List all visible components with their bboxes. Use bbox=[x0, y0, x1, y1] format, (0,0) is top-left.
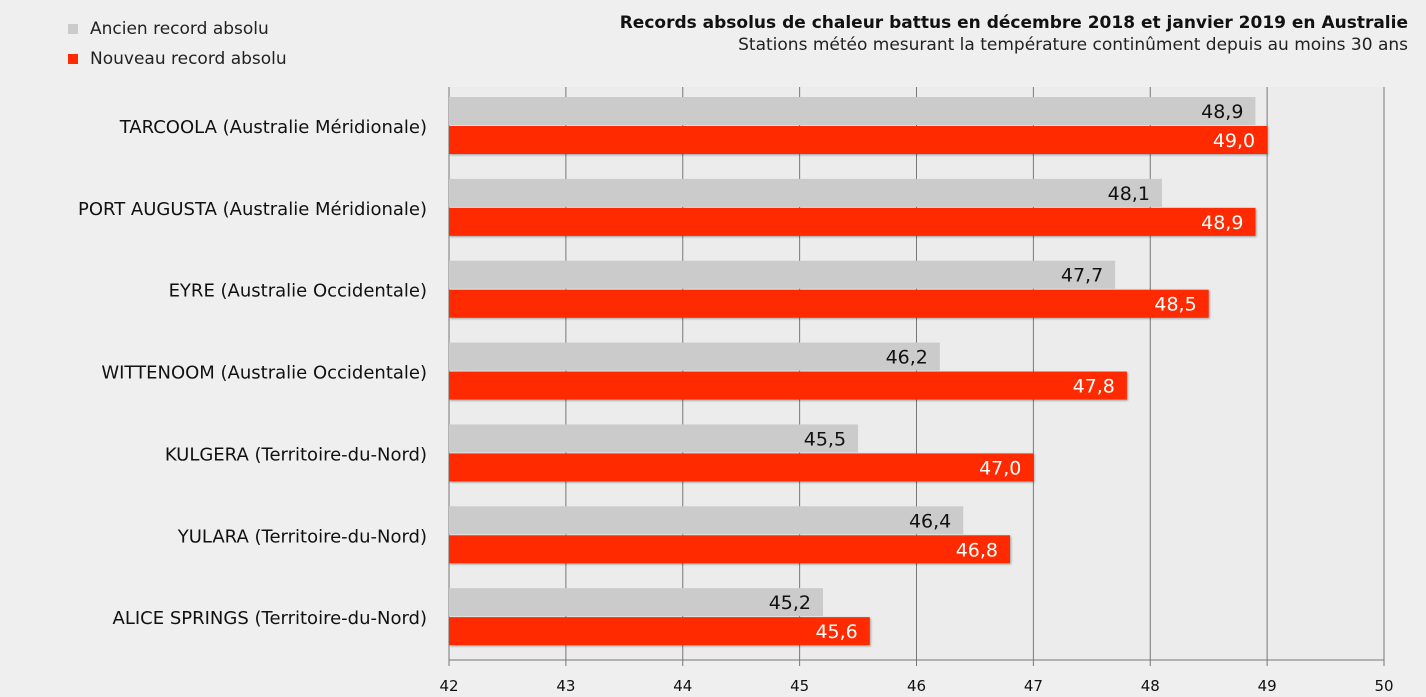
data-label-old: 48,9 bbox=[1201, 101, 1243, 123]
bar-new bbox=[449, 617, 870, 646]
category-label: KULGERA (Territoire-du-Nord) bbox=[165, 444, 427, 465]
bar-old bbox=[449, 260, 1116, 289]
data-label-old: 47,7 bbox=[1061, 265, 1103, 287]
data-label-old: 46,4 bbox=[909, 510, 951, 532]
legend-swatch-new bbox=[68, 54, 78, 64]
legend-swatch-old bbox=[68, 24, 78, 34]
x-tick-label: 45 bbox=[790, 677, 809, 695]
category-label: WITTENOOM (Australie Occidentale) bbox=[101, 363, 427, 384]
data-label-new: 48,9 bbox=[1201, 212, 1243, 234]
bar-old bbox=[449, 97, 1256, 125]
bar-new bbox=[449, 371, 1127, 400]
legend: Ancien record absolu Nouveau record abso… bbox=[68, 14, 287, 74]
bar-new bbox=[449, 207, 1256, 236]
bar-old bbox=[449, 178, 1162, 207]
data-label-old: 46,2 bbox=[886, 347, 928, 369]
legend-item-new: Nouveau record absolu bbox=[68, 44, 287, 74]
data-label-new: 49,0 bbox=[1213, 130, 1255, 152]
data-label-new: 47,0 bbox=[979, 457, 1021, 479]
data-label-new: 47,8 bbox=[1073, 376, 1115, 398]
bar-new bbox=[449, 289, 1209, 318]
x-tick-label: 50 bbox=[1374, 677, 1393, 695]
category-label: ALICE SPRINGS (Territoire-du-Nord) bbox=[113, 608, 427, 629]
category-label: PORT AUGUSTA (Australie Méridionale) bbox=[78, 199, 427, 220]
data-label-new: 48,5 bbox=[1154, 294, 1196, 316]
legend-item-old: Ancien record absolu bbox=[68, 14, 287, 44]
data-label-new: 45,6 bbox=[815, 621, 857, 643]
x-tick-label: 44 bbox=[673, 677, 692, 695]
bar-new bbox=[449, 535, 1010, 564]
legend-label-old: Ancien record absolu bbox=[90, 19, 269, 39]
x-tick-label: 42 bbox=[439, 677, 458, 695]
bar-old bbox=[449, 424, 859, 453]
category-label: EYRE (Australie Occidentale) bbox=[169, 281, 427, 302]
x-tick-label: 48 bbox=[1141, 677, 1160, 695]
x-tick-label: 43 bbox=[556, 677, 575, 695]
category-label: YULARA (Territoire-du-Nord) bbox=[177, 526, 427, 547]
bar-new bbox=[449, 126, 1268, 154]
x-tick-label: 46 bbox=[907, 677, 926, 695]
legend-label-new: Nouveau record absolu bbox=[90, 49, 287, 69]
data-label-old: 45,2 bbox=[769, 592, 811, 614]
x-tick-label: 49 bbox=[1258, 677, 1277, 695]
chart-subtitle: Stations météo mesurant la température c… bbox=[738, 35, 1408, 55]
chart-header: Records absolus de chaleur battus en déc… bbox=[620, 12, 1408, 56]
data-label-old: 48,1 bbox=[1108, 183, 1150, 205]
bar-old bbox=[449, 506, 964, 535]
data-label-old: 45,5 bbox=[804, 428, 846, 450]
chart-title: Records absolus de chaleur battus en déc… bbox=[619, 13, 1408, 33]
bar-old bbox=[449, 588, 823, 617]
bar-old bbox=[449, 342, 940, 371]
data-label-new: 46,8 bbox=[956, 539, 998, 561]
bar-new bbox=[449, 453, 1034, 482]
x-tick-label: 47 bbox=[1024, 677, 1043, 695]
category-label: TARCOOLA (Australie Méridionale) bbox=[119, 117, 427, 138]
